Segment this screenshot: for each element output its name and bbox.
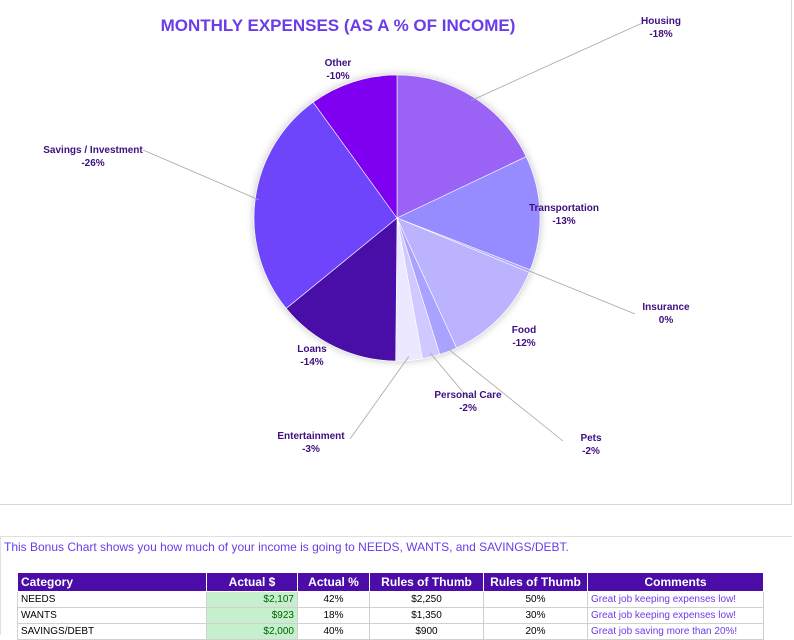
header-rule-percent: Rules of Thumb xyxy=(483,572,588,592)
slice-label-savings-investment: Savings / Investment xyxy=(43,145,143,156)
leader-line-pets xyxy=(446,347,564,442)
row-rule-amount: $2,250 xyxy=(369,591,484,608)
summary-table: Category Actual $ Actual % Rules of Thum… xyxy=(17,572,764,640)
row-actual-amount: $2,000 xyxy=(206,623,298,640)
note-panel xyxy=(0,536,792,635)
leader-line-insurance xyxy=(525,269,636,315)
table-row: NEEDS $2,107 42% $2,250 50% Great job ke… xyxy=(17,591,764,608)
table-header-row: Category Actual $ Actual % Rules of Thum… xyxy=(17,572,764,592)
header-actual-percent: Actual % xyxy=(297,572,370,592)
bonus-chart-note: This Bonus Chart shows you how much of y… xyxy=(4,540,569,554)
row-category: WANTS xyxy=(17,607,207,624)
leader-line-personal-care xyxy=(429,352,469,399)
row-comment: Great job keeping expenses low! xyxy=(587,607,764,624)
pie-slice-savings-investment xyxy=(253,101,398,309)
slice-label-food: Food xyxy=(512,325,536,336)
pie-slice-food xyxy=(396,217,530,349)
row-comment: Great job saving more than 20%! xyxy=(587,623,764,640)
slice-label-housing: Housing xyxy=(641,16,681,27)
row-comment: Great job keeping expenses low! xyxy=(587,591,764,608)
slice-label-transportation: Transportation xyxy=(529,203,599,214)
pie-slice-transportation xyxy=(396,156,541,271)
pie-slice-housing xyxy=(396,74,527,219)
slice-value-insurance: 0% xyxy=(659,315,674,326)
leader-line-entertainment xyxy=(349,356,410,440)
pie-slice-loans xyxy=(285,217,398,362)
slice-label-entertainment: Entertainment xyxy=(277,431,345,442)
slice-label-personal-care: Personal Care xyxy=(434,390,502,401)
slice-value-pets: -2% xyxy=(582,446,600,457)
row-actual-amount: $2,107 xyxy=(206,591,298,608)
header-comments: Comments xyxy=(587,572,764,592)
slice-value-transportation: -13% xyxy=(552,216,575,227)
row-rule-percent: 50% xyxy=(483,591,588,608)
slice-value-personal-care: -2% xyxy=(459,403,477,414)
slice-label-insurance: Insurance xyxy=(642,302,690,313)
row-actual-percent: 42% xyxy=(297,591,370,608)
row-rule-percent: 20% xyxy=(483,623,588,640)
slice-value-food: -12% xyxy=(512,338,535,349)
pie-slice-other xyxy=(312,74,398,219)
row-category: NEEDS xyxy=(17,591,207,608)
row-rule-amount: $1,350 xyxy=(369,607,484,624)
leader-line-housing xyxy=(471,23,642,101)
row-actual-amount: $923 xyxy=(206,607,298,624)
slice-value-other: -10% xyxy=(326,71,349,82)
row-category: SAVINGS/DEBT xyxy=(17,623,207,640)
table-row: WANTS $923 18% $1,350 30% Great job keep… xyxy=(17,607,764,624)
header-rule-amount: Rules of Thumb xyxy=(369,572,484,592)
pie-chart: MONTHLY EXPENSES (AS A % OF INCOME) Hous… xyxy=(43,16,690,457)
slice-value-housing: -18% xyxy=(649,29,672,40)
slice-label-other: Other xyxy=(325,58,352,69)
slice-value-entertainment: -3% xyxy=(302,444,320,455)
slice-label-pets: Pets xyxy=(580,433,602,444)
header-category: Category xyxy=(17,572,207,592)
slice-value-loans: -14% xyxy=(300,357,323,368)
row-actual-percent: 18% xyxy=(297,607,370,624)
slice-value-savings-investment: -26% xyxy=(81,158,104,169)
slice-label-loans: Loans xyxy=(297,344,327,355)
chart-title: MONTHLY EXPENSES (AS A % OF INCOME) xyxy=(161,16,516,35)
leader-line-savings-investment xyxy=(142,149,260,201)
table-row: SAVINGS/DEBT $2,000 40% $900 20% Great j… xyxy=(17,623,764,640)
row-rule-amount: $900 xyxy=(369,623,484,640)
chart-area: MONTHLY EXPENSES (AS A % OF INCOME) Hous… xyxy=(0,0,792,505)
row-actual-percent: 40% xyxy=(297,623,370,640)
header-actual-amount: Actual $ xyxy=(206,572,298,592)
row-rule-percent: 30% xyxy=(483,607,588,624)
